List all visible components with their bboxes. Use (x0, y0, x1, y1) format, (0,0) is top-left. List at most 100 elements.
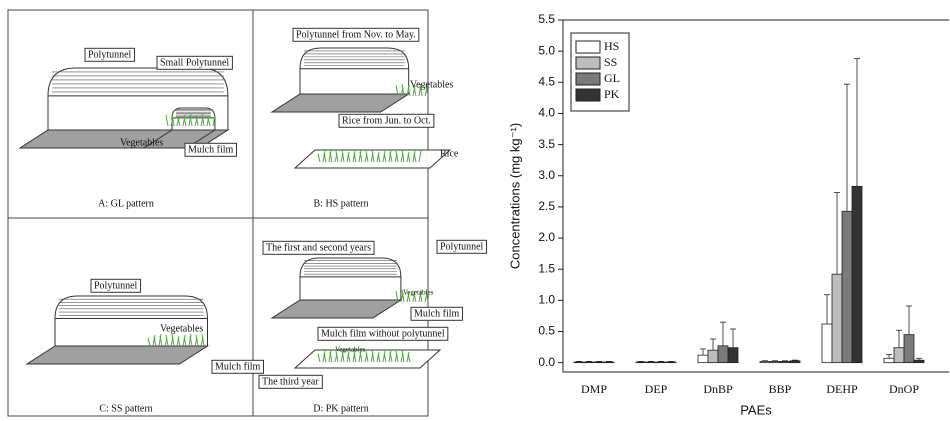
vegetable (352, 150, 356, 163)
vegetable (377, 353, 381, 363)
vegetable (395, 150, 399, 163)
vegetable (201, 113, 205, 127)
vegetable (165, 114, 169, 127)
vegetable (328, 149, 332, 163)
floor (270, 93, 411, 113)
error-bar (638, 361, 644, 363)
error-bar (906, 305, 912, 335)
vegetable (323, 152, 327, 163)
vegetable (176, 335, 180, 347)
label-box (436, 239, 488, 254)
y-tick-label: 1.0 (538, 293, 555, 307)
diagram-label: Rice from Jun. to Oct. (342, 115, 431, 126)
floor (25, 345, 210, 365)
bar (883, 357, 895, 364)
x-tick-label: BBP (769, 382, 792, 396)
vegetable (341, 149, 345, 163)
vegetable (358, 149, 362, 163)
error-bar (606, 361, 612, 363)
vegetable (401, 349, 405, 363)
vegetable (207, 117, 211, 127)
diagram-label: Mulch film without polytunnel (321, 328, 445, 339)
diagram-label: Vegetables (120, 137, 163, 148)
vegetable (371, 349, 375, 363)
error-bar (916, 357, 922, 361)
diagram-label: Vegetables (410, 79, 453, 90)
vegetable (418, 83, 422, 97)
vegetable (182, 334, 186, 347)
vegetable (412, 290, 416, 303)
vegetable (353, 352, 357, 363)
vegetable (329, 151, 333, 163)
bar (769, 361, 781, 364)
error-bar (576, 361, 582, 363)
error-bar (762, 360, 768, 362)
panel-caption: A: GL pattern (98, 198, 154, 209)
y-tick-label: 1.5 (538, 261, 555, 275)
bar (635, 361, 647, 364)
bar (789, 360, 801, 364)
vegetable (412, 84, 416, 97)
vegetable (418, 289, 422, 303)
vegetable (406, 85, 410, 97)
vegetable (407, 353, 411, 363)
vegetable (317, 153, 321, 163)
label-box (410, 306, 463, 321)
tunnel (299, 47, 410, 94)
vegetable (359, 351, 363, 363)
vegetable (388, 149, 392, 163)
diagram-label: The first and second years (266, 242, 371, 253)
bar (821, 323, 833, 364)
legend-swatch (575, 72, 601, 86)
diagram-label: Vegetables (335, 346, 366, 354)
vegetable (425, 290, 429, 303)
vegetable (182, 114, 186, 127)
vegetable (406, 351, 410, 363)
x-tick-label: DEHP (826, 382, 858, 396)
vegetable (158, 333, 162, 347)
tunnel (171, 107, 216, 130)
bar (593, 361, 605, 364)
vegetable (376, 351, 380, 363)
vegetable (189, 115, 193, 127)
vegetable (183, 336, 187, 347)
vegetable (341, 349, 345, 363)
vegetable (347, 153, 351, 163)
vegetable (212, 114, 216, 127)
vegetable (407, 293, 411, 303)
panel-caption: C: SS pattern (99, 403, 152, 414)
error-bar (896, 329, 902, 348)
vegetable (188, 113, 192, 127)
vegetable (389, 351, 393, 363)
vegetable (413, 86, 417, 97)
error-bar (658, 361, 664, 363)
error-bar (844, 83, 850, 212)
vegetable (328, 349, 332, 363)
diagram-frame (7, 9, 429, 417)
diagram-label: Mulch film (414, 308, 459, 319)
diagram-label: Vegetables (403, 289, 434, 297)
label-box (84, 47, 136, 62)
error-bar (710, 338, 716, 351)
vegetable (413, 152, 417, 163)
y-tick-label: 3.0 (538, 168, 555, 182)
error-bar (648, 361, 654, 363)
y-tick-label: 3.5 (538, 137, 555, 151)
y-tick-label: 2.0 (538, 230, 555, 244)
x-tick-label: DEP (645, 382, 668, 396)
vegetable (346, 351, 350, 363)
error-bar (668, 361, 674, 363)
vegetable (395, 350, 399, 363)
vegetable (322, 350, 326, 363)
vegetable (412, 150, 416, 163)
bar (727, 347, 739, 364)
bar (759, 361, 771, 364)
error-bar (586, 361, 592, 363)
vegetable (395, 290, 399, 303)
bar (645, 361, 657, 364)
panel-caption: B: HS pattern (314, 198, 369, 209)
vegetable (401, 149, 405, 163)
bar (583, 361, 595, 364)
error-bar (854, 58, 860, 187)
